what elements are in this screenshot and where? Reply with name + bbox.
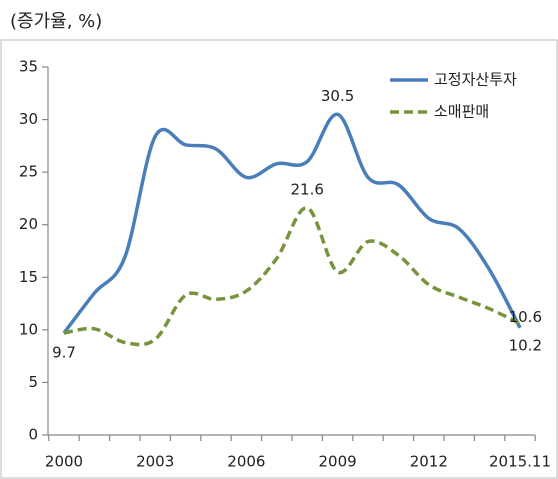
data-label: 30.5	[321, 87, 354, 105]
x-tick-label: 2006	[227, 453, 265, 471]
y-tick-label: 35	[19, 58, 38, 76]
data-label: 21.6	[290, 180, 323, 198]
y-tick-label: 30	[19, 110, 38, 128]
series-line	[62, 112, 522, 335]
legend-label: 고정자산투자	[434, 71, 517, 89]
chart-subtitle: (증가율, %)	[10, 11, 102, 32]
x-tick-label: 2003	[136, 453, 174, 471]
x-tick-label: 2012	[410, 453, 448, 471]
y-tick-label: 5	[28, 373, 38, 391]
data-label: 10.6	[509, 308, 542, 326]
series-line	[63, 206, 521, 347]
legend-label: 소매판매	[434, 103, 489, 121]
y-tick-label: 25	[19, 163, 38, 181]
y-tick-label: 0	[28, 426, 38, 444]
y-tick-label: 20	[19, 215, 38, 233]
data-label: 10.2	[509, 336, 542, 354]
data-label: 9.7	[52, 344, 76, 362]
x-tick-label: 2015.11	[489, 453, 551, 471]
x-tick-label: 2009	[319, 453, 357, 471]
chart-frame	[0, 39, 558, 479]
y-tick-label: 10	[19, 320, 38, 338]
y-tick-label: 15	[19, 268, 38, 286]
x-tick-label: 2000	[45, 453, 83, 471]
